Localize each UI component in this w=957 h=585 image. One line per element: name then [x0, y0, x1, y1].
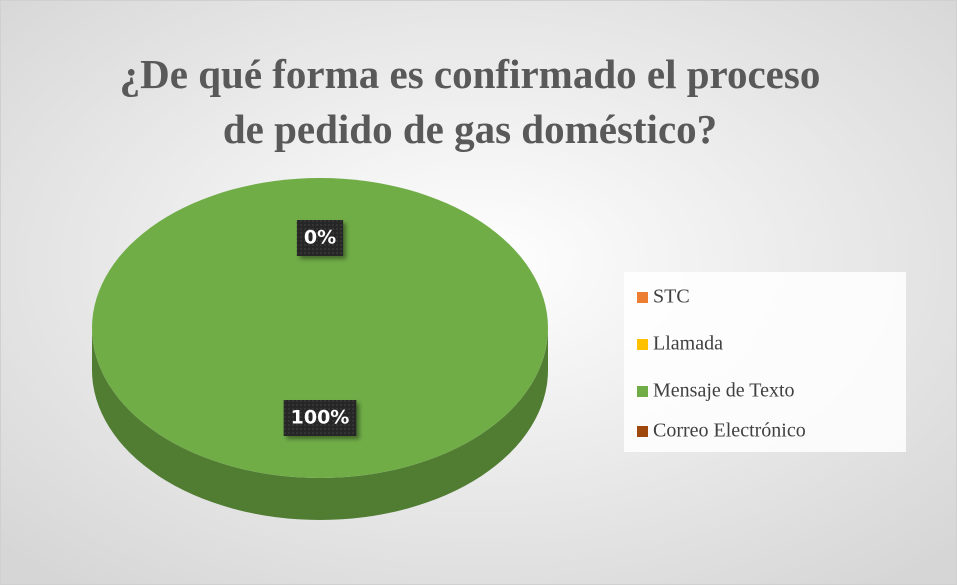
data-label-box	[296, 220, 344, 256]
data-label: 0%	[304, 227, 336, 249]
chart-title: ¿De qué forma es confirmado el proceso	[120, 51, 821, 97]
legend-swatch	[637, 386, 648, 397]
legend-label: Mensaje de Texto	[653, 380, 795, 402]
pie-side	[92, 328, 548, 520]
data-label: 100%	[291, 407, 350, 429]
legend-swatch	[637, 426, 648, 437]
data-label-box	[283, 400, 357, 436]
pie-slice	[92, 178, 548, 478]
legend-label: STC	[653, 286, 690, 308]
legend-swatch	[637, 339, 648, 350]
legend-swatch	[637, 292, 648, 303]
chart-title: de pedido de gas doméstico?	[223, 106, 717, 152]
legend-label: Correo Electrónico	[653, 420, 806, 442]
legend-box	[624, 272, 906, 452]
legend-label: Llamada	[653, 333, 723, 355]
